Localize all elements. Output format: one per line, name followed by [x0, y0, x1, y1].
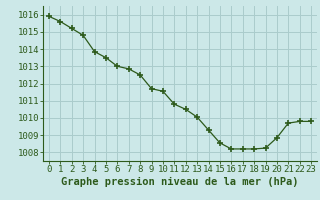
X-axis label: Graphe pression niveau de la mer (hPa): Graphe pression niveau de la mer (hPa): [61, 177, 299, 187]
